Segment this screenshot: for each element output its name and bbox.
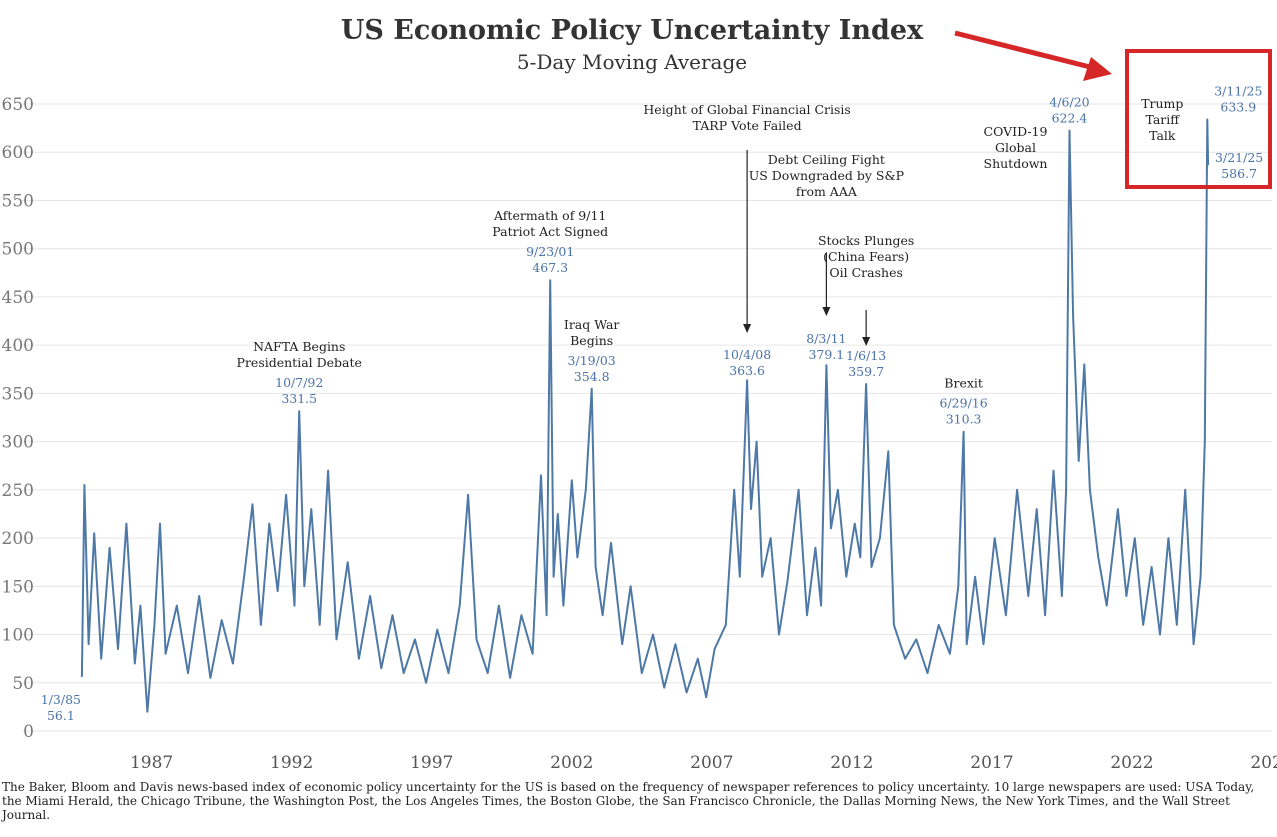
grid-lines <box>22 103 1272 732</box>
annotation-date: 10/4/08 <box>723 347 771 362</box>
y-tick-label: 500 <box>2 240 34 260</box>
x-tick-label: 2012 <box>830 753 873 773</box>
annotation-date: 3/21/25 <box>1215 150 1263 165</box>
y-tick-label: 50 <box>12 674 34 694</box>
annotation-value: 586.7 <box>1221 166 1257 181</box>
annotation-value: 331.5 <box>281 391 317 406</box>
chart-subtitle: 5-Day Moving Average <box>517 50 747 74</box>
x-tick-label: 2007 <box>690 753 733 773</box>
y-tick-label: 550 <box>2 191 34 211</box>
x-tick-label: 1997 <box>410 753 453 773</box>
annotation-value: 622.4 <box>1052 111 1088 126</box>
annotation-layer: 56.11/3/85 331.510/7/92 NAFTA BeginsPresid… <box>41 84 1263 723</box>
annotation-label-line: Stocks Plunges <box>818 233 914 248</box>
annotation-value: 354.8 <box>574 369 610 384</box>
annotation-value: 633.9 <box>1220 100 1256 115</box>
x-tick-label: 2027 <box>1250 753 1277 773</box>
annotation-label-line: Talk <box>1149 128 1176 143</box>
annotation-label-line: Brexit <box>944 376 983 391</box>
annotation-value: 310.3 <box>946 412 982 427</box>
annotation-label-line: Global <box>995 140 1036 155</box>
annotation-10: 586.73/21/25 <box>1215 150 1263 181</box>
annotation-label-line: from AAA <box>796 184 858 199</box>
annotation-arrow-head <box>743 324 752 333</box>
annotation-label-line: Aftermath of 9/11 <box>493 208 606 223</box>
x-tick-label: 2017 <box>970 753 1013 773</box>
annotation-label-line: Oil Crashes <box>829 265 903 280</box>
annotation-label-line: NAFTA Begins <box>253 339 345 354</box>
annotation-label-line: Trump <box>1141 96 1183 111</box>
x-tick-label: 1987 <box>130 753 173 773</box>
epu-line-chart: US Economic Policy Uncertainty Index 5-D… <box>2 15 1277 773</box>
y-tick-label: 200 <box>2 529 34 549</box>
highlight-layer <box>954 30 1272 189</box>
source-footnote: The Baker, Bloom and Davis news-based in… <box>2 780 1255 822</box>
annotation-label-line: US Downgraded by S&P <box>749 168 904 183</box>
annotation-label-line: Presidential Debate <box>237 355 362 370</box>
annotation-value: 379.1 <box>808 347 844 362</box>
annotation-4: 363.610/4/08 Height of Global Financial C… <box>643 102 850 378</box>
annotation-date: 3/19/03 <box>568 353 616 368</box>
x-axis-ticks: 1987 1992 1997 2002 2007 2012 2017 2022 2027 <box>130 753 1277 773</box>
y-tick-label: 150 <box>2 577 34 597</box>
series-layer <box>80 118 1210 713</box>
annotation-label-line: COVID-19 <box>984 124 1048 139</box>
annotation-date: 3/11/25 <box>1214 84 1262 99</box>
annotation-date: 1/6/13 <box>846 348 886 363</box>
series-line-0 <box>80 118 1210 713</box>
annotation-6: 359.71/6/13 Stocks Plunges(China Fears)Oi… <box>818 233 914 379</box>
annotation-date: 6/29/16 <box>940 396 988 411</box>
y-tick-label: 450 <box>2 288 34 308</box>
annotation-value: 363.6 <box>729 363 765 378</box>
annotation-label-line: (China Fears) <box>823 249 909 264</box>
annotation-arrow-head <box>822 307 831 316</box>
annotation-label-line: Height of Global Financial Crisis <box>643 102 850 117</box>
y-tick-label: 650 <box>2 95 34 115</box>
annotation-date: 4/6/20 <box>1049 95 1089 110</box>
x-tick-label: 2022 <box>1110 753 1153 773</box>
highlight-arrow-shaft <box>954 30 1091 70</box>
y-tick-label: 0 <box>23 722 34 742</box>
annotation-date: 1/3/85 <box>41 692 81 707</box>
annotation-arrow-head <box>862 337 871 346</box>
annotation-label-line: Begins <box>570 333 613 348</box>
annotation-date: 10/7/92 <box>275 375 323 390</box>
y-tick-label: 600 <box>2 143 34 163</box>
annotation-value: 359.7 <box>848 364 884 379</box>
y-tick-label: 250 <box>2 481 34 501</box>
annotation-date: 8/3/11 <box>806 331 846 346</box>
annotation-label-line: TARP Vote Failed <box>693 118 802 133</box>
annotation-label-line: Patriot Act Signed <box>492 224 608 239</box>
x-tick-label: 2002 <box>550 753 593 773</box>
annotation-0: 56.11/3/85 <box>41 692 81 723</box>
chart-title: US Economic Policy Uncertainty Index <box>341 15 924 46</box>
y-tick-label: 300 <box>2 433 34 453</box>
annotation-value: 467.3 <box>532 260 568 275</box>
y-tick-label: 400 <box>2 336 34 356</box>
highlight-arrow-head <box>1083 57 1112 81</box>
y-tick-label: 100 <box>2 626 34 646</box>
annotation-label-line: Debt Ceiling Fight <box>768 152 885 167</box>
highlight-box <box>1125 49 1272 189</box>
annotation-label-line: Shutdown <box>984 156 1048 171</box>
annotation-7: 310.36/29/16 Brexit <box>940 376 988 427</box>
annotation-date: 9/23/01 <box>526 244 574 259</box>
x-tick-label: 1992 <box>270 753 313 773</box>
annotation-value: 56.1 <box>47 708 75 723</box>
y-tick-label: 350 <box>2 384 34 404</box>
annotation-label-line: Iraq War <box>564 317 620 332</box>
annotation-label-line: Tariff <box>1145 112 1180 127</box>
